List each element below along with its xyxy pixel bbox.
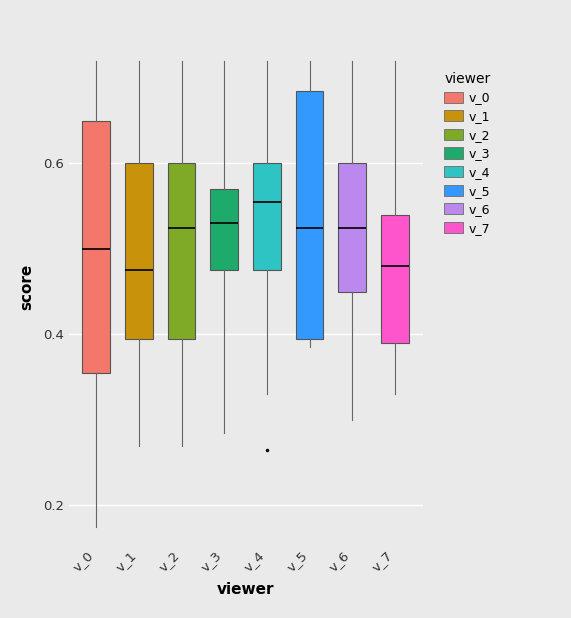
PathPatch shape <box>168 163 195 339</box>
PathPatch shape <box>381 214 409 343</box>
X-axis label: viewer: viewer <box>217 583 274 598</box>
Legend: v_0, v_1, v_2, v_3, v_4, v_5, v_6, v_7: v_0, v_1, v_2, v_3, v_4, v_5, v_6, v_7 <box>440 68 494 239</box>
PathPatch shape <box>210 189 238 270</box>
PathPatch shape <box>82 121 110 373</box>
PathPatch shape <box>125 163 153 339</box>
PathPatch shape <box>296 91 323 339</box>
PathPatch shape <box>338 163 366 292</box>
PathPatch shape <box>253 163 281 270</box>
Y-axis label: score: score <box>19 265 34 310</box>
